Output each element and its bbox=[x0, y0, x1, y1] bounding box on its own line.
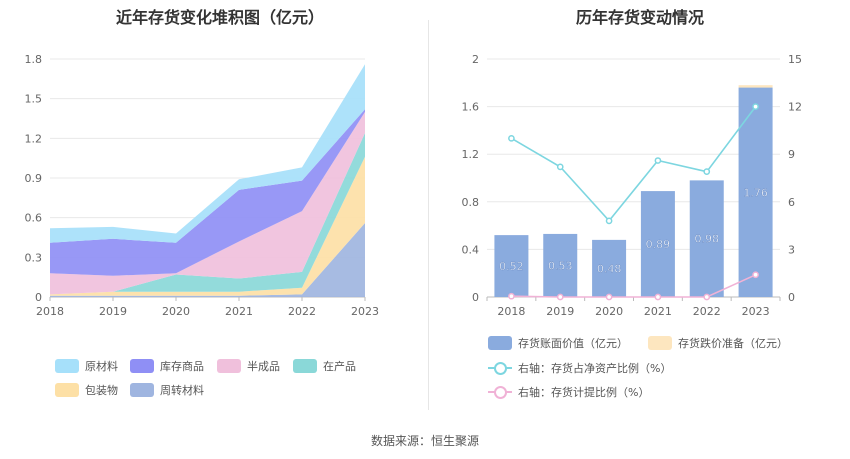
y2-tick-label: 6 bbox=[788, 196, 795, 209]
x-tick-label: 2022 bbox=[693, 305, 721, 318]
line-point bbox=[605, 217, 613, 225]
legend-label: 原材料 bbox=[85, 360, 118, 373]
line-point bbox=[752, 271, 759, 279]
legend-swatch bbox=[648, 336, 672, 350]
x-tick-label: 2023 bbox=[742, 305, 770, 318]
line-右轴：存货计提比例（%） bbox=[511, 274, 756, 298]
legend-item-packaging[interactable]: 包装物 bbox=[55, 382, 118, 398]
bar-label-bg bbox=[495, 258, 528, 275]
x-tick-label: 2019 bbox=[99, 305, 127, 318]
x-tick-label: 2018 bbox=[36, 305, 64, 318]
area-周转材料 bbox=[50, 223, 365, 297]
data-source: 数据来源：恒生聚源 bbox=[370, 434, 479, 448]
legend-label: 存货跌价准备（亿元） bbox=[678, 337, 788, 350]
y-tick-label: 0.9 bbox=[25, 172, 43, 185]
line-point bbox=[508, 134, 515, 142]
bar-value-label: 0.89 bbox=[646, 238, 671, 251]
y2-tick-label: 0 bbox=[788, 291, 795, 304]
legend-label: 周转材料 bbox=[160, 384, 204, 397]
line-point bbox=[556, 293, 564, 301]
x-tick-label: 2020 bbox=[162, 305, 190, 318]
bar-impairment bbox=[738, 85, 773, 88]
legend-label: 库存商品 bbox=[160, 360, 204, 373]
bar-value-label: 0.98 bbox=[695, 233, 720, 246]
y2-tick-label: 12 bbox=[788, 101, 802, 114]
legend-label: 包装物 bbox=[85, 384, 118, 397]
y2-tick-label: 3 bbox=[788, 243, 795, 256]
legend-item-raw-materials[interactable]: 原材料 bbox=[55, 358, 118, 374]
bar-value-label: 0.53 bbox=[548, 259, 573, 272]
legend-item-turnover-materials[interactable]: 周转材料 bbox=[130, 382, 204, 398]
bar-value-label: 0.48 bbox=[597, 262, 622, 275]
y-tick-label: 1.5 bbox=[25, 93, 43, 106]
line-point bbox=[703, 293, 711, 301]
legend-item-finished-goods[interactable]: 库存商品 bbox=[130, 358, 204, 374]
area-库存商品 bbox=[50, 109, 365, 276]
legend-item-semi-finished[interactable]: 半成品 bbox=[217, 358, 280, 374]
legend-swatch bbox=[130, 383, 154, 397]
line-point bbox=[556, 163, 564, 171]
bar-label-bg bbox=[593, 260, 626, 277]
legend-label: 在产品 bbox=[323, 360, 356, 373]
y-tick-label: 0 bbox=[35, 291, 42, 304]
y-tick-label: 1.2 bbox=[25, 132, 43, 145]
right-chart-title: 历年存货变动情况 bbox=[575, 8, 704, 27]
left-chart-title: 近年存货变化堆积图（亿元） bbox=[115, 8, 324, 27]
legend-label: 右轴：存货计提比例（%） bbox=[518, 386, 650, 399]
line-point bbox=[654, 293, 662, 301]
legend-line-marker bbox=[488, 361, 512, 375]
legend-label: 半成品 bbox=[247, 360, 280, 373]
x-tick-label: 2020 bbox=[595, 305, 623, 318]
bar-label-bg bbox=[739, 184, 772, 201]
x-tick-label: 2021 bbox=[225, 305, 253, 318]
legend-item-book-value[interactable]: 存货账面价值（亿元） bbox=[488, 335, 628, 351]
area-半成品 bbox=[50, 111, 365, 295]
y-tick-label: 0.6 bbox=[25, 212, 43, 225]
legend-label: 右轴：存货占净资产比例（%） bbox=[518, 362, 672, 375]
legend-line-marker bbox=[488, 385, 512, 399]
legend-swatch bbox=[55, 359, 79, 373]
y-tick-label: 2 bbox=[472, 53, 479, 66]
x-tick-label: 2021 bbox=[644, 305, 672, 318]
line-point bbox=[654, 157, 662, 164]
line-point bbox=[605, 293, 613, 301]
line-point bbox=[703, 168, 711, 176]
y2-tick-label: 15 bbox=[788, 53, 802, 66]
bar-label-bg bbox=[641, 236, 674, 253]
legend-label: 存货账面价值（亿元） bbox=[518, 337, 628, 350]
y-tick-label: 0 bbox=[472, 291, 479, 304]
bar-value-label: 1.76 bbox=[743, 186, 768, 199]
x-tick-label: 2019 bbox=[546, 305, 574, 318]
y-tick-label: 1.8 bbox=[25, 53, 43, 66]
legend-swatch bbox=[55, 383, 79, 397]
bar-label-bg bbox=[690, 230, 723, 247]
line-point bbox=[508, 292, 515, 300]
legend-swatch bbox=[130, 359, 154, 373]
inventory-bar-line-chart: 0 0.4 0.8 1.2 1.6 2 0 3 6 9 12 15 2018 2019 2020 2021 20… bbox=[462, 53, 803, 318]
legend-item-impairment[interactable]: 存货跌价准备（亿元） bbox=[648, 335, 788, 351]
panel-divider bbox=[428, 20, 429, 410]
stacked-area-chart: 0 0.3 0.6 0.9 1.2 1.5 1.8 2018 2019 2020 2021 2022 2… bbox=[25, 53, 380, 318]
x-tick-label: 2023 bbox=[351, 305, 379, 318]
x-tick-label: 2022 bbox=[288, 305, 316, 318]
y-tick-label: 0.4 bbox=[462, 243, 480, 256]
legend-swatch bbox=[488, 336, 512, 350]
legend-item-work-in-progress[interactable]: 在产品 bbox=[293, 358, 356, 374]
y-tick-label: 1.6 bbox=[462, 101, 480, 114]
legend-item-provision-ratio[interactable]: 右轴：存货计提比例（%） bbox=[488, 384, 649, 400]
line-右轴：存货占净资产比例（%） bbox=[510, 106, 757, 223]
y-tick-label: 0.3 bbox=[25, 251, 43, 264]
area-原材料 bbox=[50, 64, 365, 243]
legend-swatch bbox=[293, 359, 317, 373]
line-point bbox=[752, 103, 759, 110]
y-tick-label: 0.8 bbox=[462, 196, 480, 209]
legend-swatch bbox=[217, 359, 241, 373]
y-tick-label: 1.2 bbox=[462, 148, 480, 161]
y2-tick-label: 9 bbox=[788, 148, 795, 161]
bar-label-bg bbox=[544, 257, 577, 274]
x-tick-label: 2018 bbox=[497, 305, 525, 318]
bar-value-label: 0.52 bbox=[499, 260, 524, 273]
legend-item-net-asset-ratio[interactable]: 右轴：存货占净资产比例（%） bbox=[488, 360, 671, 376]
